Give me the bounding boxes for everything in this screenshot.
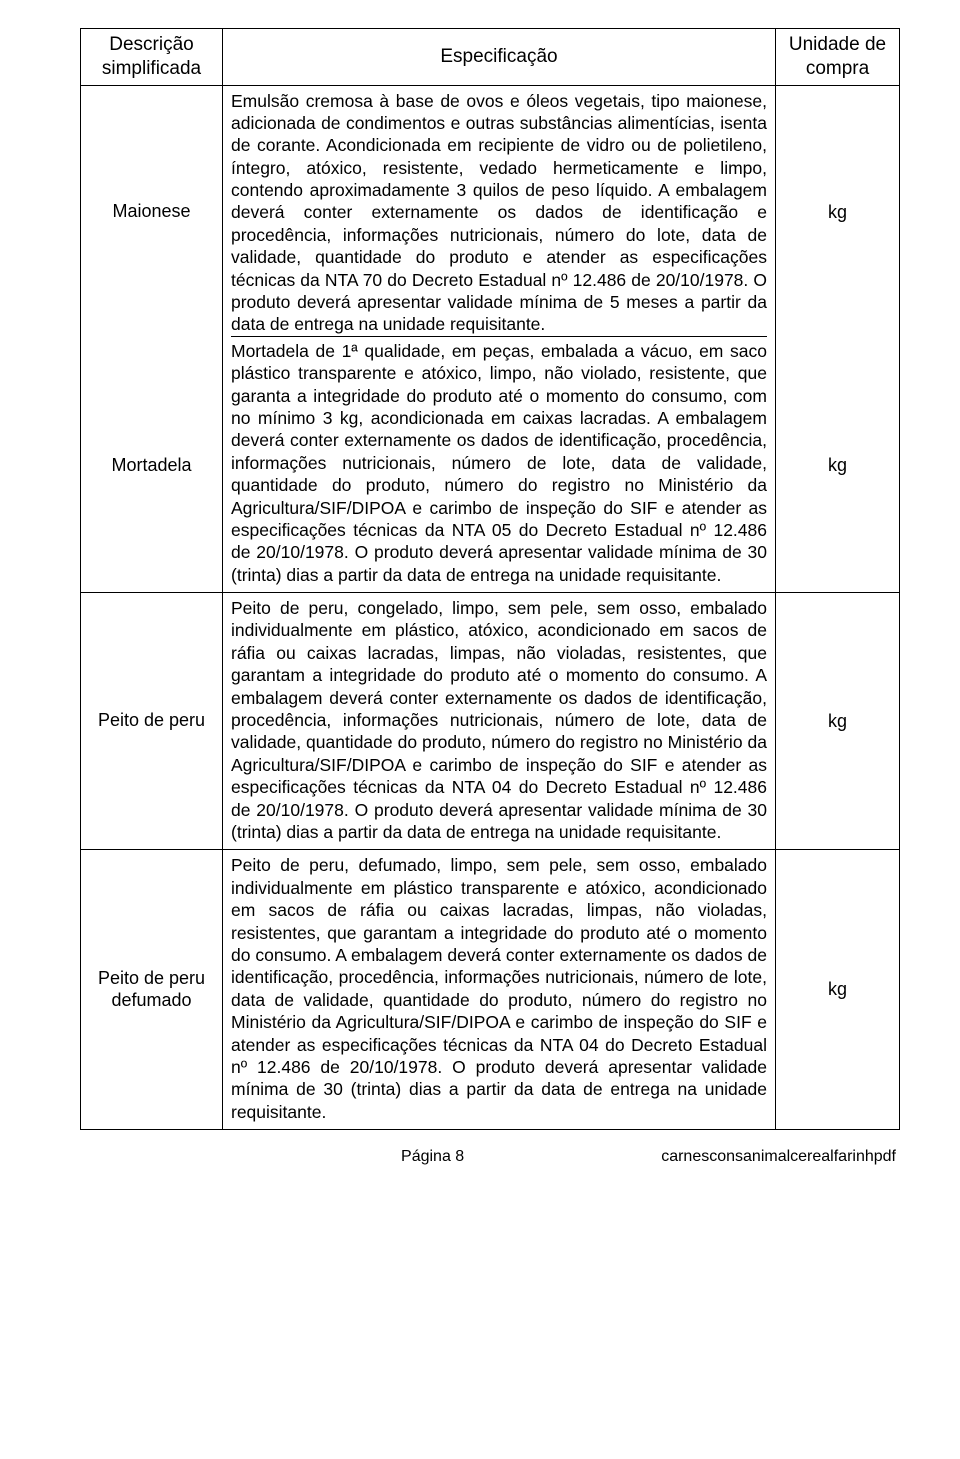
page-footer: Página 8 carnesconsanimalcerealfarinhpdf	[80, 1130, 900, 1166]
spec-cell: Peito de peru, congelado, limpo, sem pel…	[223, 593, 776, 850]
table-header-row: Descrição simplificada Especificação Uni…	[81, 29, 900, 86]
table-row: Maionese Emulsão cremosa à base de ovos …	[81, 85, 900, 339]
table-row: Peito de peru Peito de peru, congelado, …	[81, 593, 900, 850]
spec-text: Mortadela de 1ª qualidade, em peças, emb…	[231, 336, 767, 586]
page-container: Descrição simplificada Especificação Uni…	[0, 0, 960, 1186]
footer-filename: carnesconsanimalcerealfarinhpdf	[661, 1148, 896, 1166]
unit-cell: kg	[776, 850, 900, 1130]
spec-text: Peito de peru, congelado, limpo, sem pel…	[231, 597, 767, 843]
desc-cell: Maionese	[81, 85, 223, 339]
unit-cell: kg	[776, 339, 900, 593]
spec-cell: Peito de peru, defumado, limpo, sem pele…	[223, 850, 776, 1130]
unit-cell: kg	[776, 593, 900, 850]
footer-page-number: Página 8	[204, 1148, 661, 1166]
header-col3: Unidade de compra	[776, 29, 900, 86]
desc-cell: Mortadela	[81, 339, 223, 593]
desc-cell: Peito de peru defumado	[81, 850, 223, 1130]
specification-table: Descrição simplificada Especificação Uni…	[80, 28, 900, 1130]
spec-text: Peito de peru, defumado, limpo, sem pele…	[231, 854, 767, 1123]
spec-cell-merged: Emulsão cremosa à base de ovos e óleos v…	[223, 85, 776, 593]
unit-cell: kg	[776, 85, 900, 339]
header-col1: Descrição simplificada	[81, 29, 223, 86]
header-col2: Especificação	[223, 29, 776, 86]
table-row: Peito de peru defumado Peito de peru, de…	[81, 850, 900, 1130]
desc-cell: Peito de peru	[81, 593, 223, 850]
spec-text: Emulsão cremosa à base de ovos e óleos v…	[231, 90, 767, 336]
